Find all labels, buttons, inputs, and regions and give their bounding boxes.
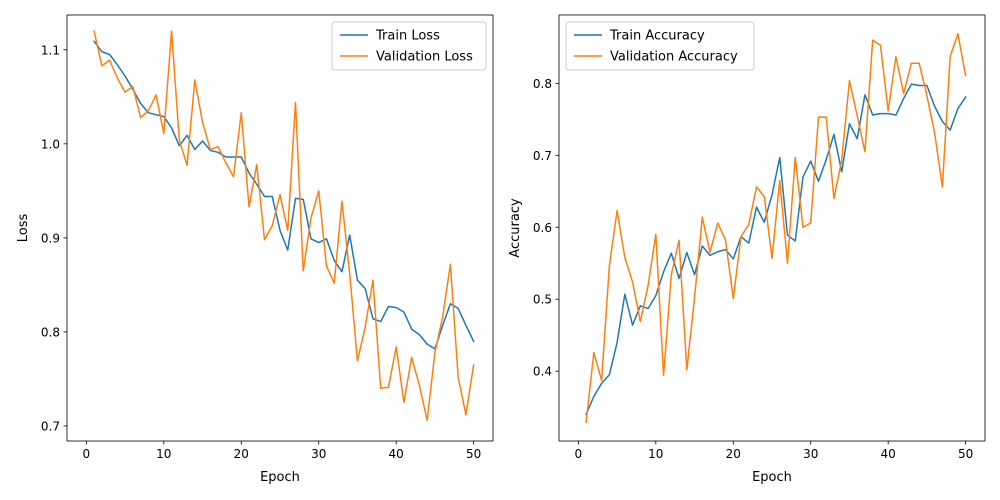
y-tick-label: 0.6 [533,221,552,235]
legend-entry: Train Accuracy [609,29,705,44]
legend-entry: Validation Accuracy [610,50,738,65]
loss-chart: 0 10 20 30 40 50 0.7 0.8 0.9 1.0 1.1 Epoch Loss Train… [16,14,494,485]
y-tick-label: 0.7 [533,149,552,163]
accuracy-chart: 0 10 20 30 40 50 0.4 0.5 0.6 0.7 0.8 Epoch Accuracy T… [508,14,986,485]
x-tick-label: 30 [803,447,818,461]
y-tick-label: 0.4 [533,365,552,379]
x-axis-label: Epoch [260,470,300,485]
x-tick-label: 10 [156,447,171,461]
y-tick-label: 1.0 [41,137,60,151]
y-tick-label: 1.1 [41,43,60,57]
y-tick-label: 0.8 [41,325,60,339]
y-tick-label: 0.5 [533,293,552,307]
y-axis-label: Loss [16,214,31,243]
x-tick-label: 40 [881,447,896,461]
x-tick-label: 40 [389,447,404,461]
legend-box [565,21,755,71]
series-line-train-loss [93,40,475,350]
plot-frame [66,14,494,442]
x-axis-label: Epoch [752,470,792,485]
y-tick-label: 0.7 [41,419,60,433]
x-tick-label: 30 [311,447,326,461]
legend-entry: Validation Loss [376,50,473,65]
y-axis-label: Accuracy [508,198,523,258]
y-tick-label: 0.9 [41,231,60,245]
x-tick-label: 50 [466,447,481,461]
y-tick-label: 0.8 [533,77,552,91]
x-tick-label: 20 [234,447,249,461]
x-tick-label: 50 [958,447,973,461]
x-tick-label: 20 [726,447,741,461]
x-tick-label: 0 [83,447,91,461]
x-tick-label: 10 [648,447,663,461]
legend-entry: Train Loss [375,29,440,44]
series-line-validation-accuracy [585,32,967,424]
series-line-validation-loss [93,30,475,422]
x-tick-label: 0 [575,447,583,461]
series-line-train-accuracy [585,83,967,416]
plot-frame [558,14,986,442]
legend: Train Loss Validation Loss [331,21,487,71]
legend: Train Accuracy Validation Accuracy [565,21,755,71]
legend-box [331,21,487,71]
